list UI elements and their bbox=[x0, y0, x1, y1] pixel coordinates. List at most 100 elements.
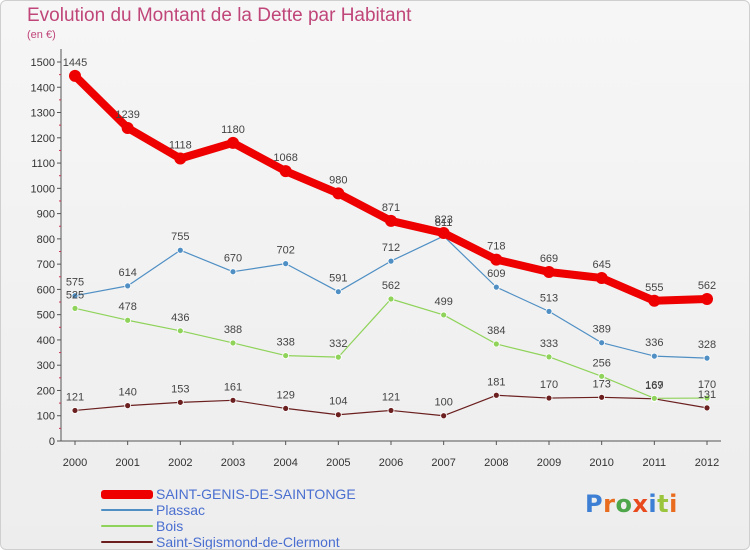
data-label: 436 bbox=[171, 312, 189, 324]
x-tick-label: 2000 bbox=[63, 457, 87, 469]
data-point bbox=[229, 396, 237, 404]
data-label: 702 bbox=[276, 245, 294, 257]
data-point bbox=[334, 288, 342, 296]
y-tick-label: 800 bbox=[37, 234, 55, 246]
data-label: 121 bbox=[66, 391, 84, 403]
data-label: 129 bbox=[276, 389, 294, 401]
data-label: 153 bbox=[171, 383, 189, 395]
data-label: 670 bbox=[224, 253, 242, 265]
data-point bbox=[385, 214, 397, 227]
data-label: 1068 bbox=[273, 152, 297, 164]
data-label: 389 bbox=[592, 324, 610, 336]
y-tick-label: 500 bbox=[37, 310, 55, 322]
data-point bbox=[387, 407, 395, 414]
data-label: 645 bbox=[592, 259, 610, 271]
legend-label: Plassac bbox=[156, 502, 206, 518]
data-point bbox=[69, 69, 81, 82]
data-label: 181 bbox=[487, 376, 505, 388]
y-tick-label: 700 bbox=[37, 259, 55, 271]
data-point bbox=[124, 316, 132, 324]
brand-logo-letter: i bbox=[669, 490, 678, 518]
data-label: 811 bbox=[435, 217, 453, 229]
y-tick-label: 1300 bbox=[31, 108, 55, 120]
data-point bbox=[176, 327, 184, 335]
data-point bbox=[71, 304, 79, 312]
data-point bbox=[648, 294, 661, 307]
data-label: 871 bbox=[382, 202, 400, 214]
data-point bbox=[124, 402, 132, 410]
legend-label: SAINT-GENIS-DE-SAINTONGE bbox=[156, 486, 356, 502]
data-point bbox=[71, 292, 79, 300]
legend-label: Saint-Sigismond-de-Clermont bbox=[156, 534, 340, 550]
data-point bbox=[703, 354, 711, 362]
data-point bbox=[545, 307, 553, 315]
data-point bbox=[545, 353, 553, 361]
data-point bbox=[282, 405, 290, 412]
data-point bbox=[387, 295, 395, 303]
data-label: 170 bbox=[540, 379, 558, 391]
data-label: 140 bbox=[118, 387, 136, 399]
data-label: 121 bbox=[382, 391, 400, 403]
data-label: 669 bbox=[540, 253, 558, 265]
data-label: 712 bbox=[382, 242, 400, 254]
y-tick-label: 600 bbox=[37, 284, 55, 296]
data-label: 525 bbox=[66, 289, 84, 301]
data-label: 499 bbox=[434, 296, 452, 308]
x-tick-label: 2003 bbox=[221, 457, 245, 469]
data-point bbox=[598, 393, 606, 401]
data-point bbox=[282, 260, 290, 268]
legend-swatch bbox=[101, 525, 153, 527]
x-tick-label: 2007 bbox=[431, 457, 455, 469]
data-point bbox=[598, 339, 606, 347]
data-label: 336 bbox=[645, 337, 663, 349]
chart-unit-label: (en €) bbox=[27, 29, 56, 41]
data-point bbox=[282, 352, 290, 359]
data-label: 1118 bbox=[169, 140, 192, 152]
y-tick-label: 300 bbox=[37, 360, 55, 372]
y-tick-label: 100 bbox=[37, 411, 55, 423]
data-point bbox=[71, 407, 79, 414]
x-tick-label: 2006 bbox=[379, 457, 403, 469]
x-tick-label: 2012 bbox=[695, 457, 719, 469]
data-label: 100 bbox=[434, 397, 452, 409]
y-tick-label: 1200 bbox=[31, 133, 55, 145]
data-label: 388 bbox=[224, 324, 242, 336]
data-point bbox=[176, 398, 184, 406]
brand-logo-letter: x bbox=[632, 490, 649, 518]
data-point bbox=[332, 187, 345, 200]
brand-logo-letter: r bbox=[603, 490, 616, 518]
data-point bbox=[492, 391, 500, 399]
data-label: 823 bbox=[434, 214, 452, 226]
y-tick-label: 1500 bbox=[31, 57, 55, 69]
data-label: 169 bbox=[645, 379, 663, 391]
data-label: 161 bbox=[224, 381, 242, 393]
data-point bbox=[598, 372, 606, 380]
data-label: 614 bbox=[118, 267, 136, 279]
brand-logo-letter: t bbox=[657, 490, 670, 518]
data-label: 555 bbox=[645, 282, 663, 294]
brand-logo-letter: o bbox=[615, 490, 633, 518]
brand-logo: Proxiti bbox=[585, 490, 678, 518]
x-tick-label: 2004 bbox=[273, 457, 297, 469]
data-point bbox=[492, 283, 500, 291]
y-tick-label: 400 bbox=[37, 335, 55, 347]
data-label: 1445 bbox=[63, 57, 87, 69]
data-point bbox=[176, 246, 184, 254]
data-point bbox=[543, 265, 555, 278]
data-label: 513 bbox=[540, 292, 558, 304]
data-label: 332 bbox=[329, 338, 347, 350]
data-point bbox=[703, 404, 711, 412]
data-point bbox=[334, 411, 342, 419]
data-label: 131 bbox=[698, 389, 716, 401]
data-point bbox=[440, 412, 448, 420]
data-point bbox=[701, 293, 713, 306]
data-point bbox=[703, 394, 711, 402]
y-tick-label: 0 bbox=[49, 436, 55, 448]
y-tick-label: 900 bbox=[37, 209, 55, 221]
series-line bbox=[71, 71, 711, 305]
data-label: 980 bbox=[329, 174, 347, 186]
data-point bbox=[490, 253, 503, 266]
legend-swatch bbox=[101, 541, 153, 543]
y-tick-label: 1000 bbox=[31, 183, 55, 195]
